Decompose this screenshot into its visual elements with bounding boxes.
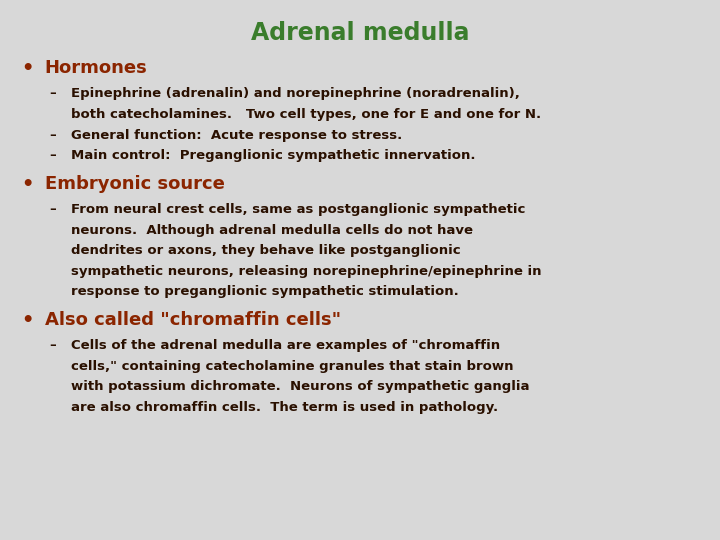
Text: sympathetic neurons, releasing norepinephrine/epinephrine in: sympathetic neurons, releasing norepinep… <box>71 265 541 278</box>
Text: both catecholamines.   Two cell types, one for E and one for N.: both catecholamines. Two cell types, one… <box>71 108 541 121</box>
Text: are also chromaffin cells.  The term is used in pathology.: are also chromaffin cells. The term is u… <box>71 401 498 414</box>
Text: response to preganglionic sympathetic stimulation.: response to preganglionic sympathetic st… <box>71 285 459 298</box>
Text: –: – <box>49 203 55 216</box>
Text: with potassium dichromate.  Neurons of sympathetic ganglia: with potassium dichromate. Neurons of sy… <box>71 380 529 393</box>
Text: –: – <box>49 339 55 352</box>
Text: Embryonic source: Embryonic source <box>45 175 225 193</box>
Text: Also called "chromaffin cells": Also called "chromaffin cells" <box>45 311 341 329</box>
Text: From neural crest cells, same as postganglionic sympathetic: From neural crest cells, same as postgan… <box>71 203 525 216</box>
Text: Cells of the adrenal medulla are examples of "chromaffin: Cells of the adrenal medulla are example… <box>71 339 500 352</box>
Text: •: • <box>22 175 34 194</box>
Text: Hormones: Hormones <box>45 59 148 77</box>
Text: dendrites or axons, they behave like postganglionic: dendrites or axons, they behave like pos… <box>71 244 460 257</box>
Text: Main control:  Preganglionic sympathetic innervation.: Main control: Preganglionic sympathetic … <box>71 149 475 162</box>
Text: Adrenal medulla: Adrenal medulla <box>251 21 469 44</box>
Text: Epinephrine (adrenalin) and norepinephrine (noradrenalin),: Epinephrine (adrenalin) and norepinephri… <box>71 87 519 100</box>
Text: •: • <box>22 311 34 330</box>
Text: cells," containing catecholamine granules that stain brown: cells," containing catecholamine granule… <box>71 360 513 373</box>
Text: neurons.  Although adrenal medulla cells do not have: neurons. Although adrenal medulla cells … <box>71 224 472 237</box>
Text: –: – <box>49 87 55 100</box>
Text: General function:  Acute response to stress.: General function: Acute response to stre… <box>71 129 402 141</box>
Text: •: • <box>22 59 34 78</box>
Text: –: – <box>49 149 55 162</box>
Text: –: – <box>49 129 55 141</box>
